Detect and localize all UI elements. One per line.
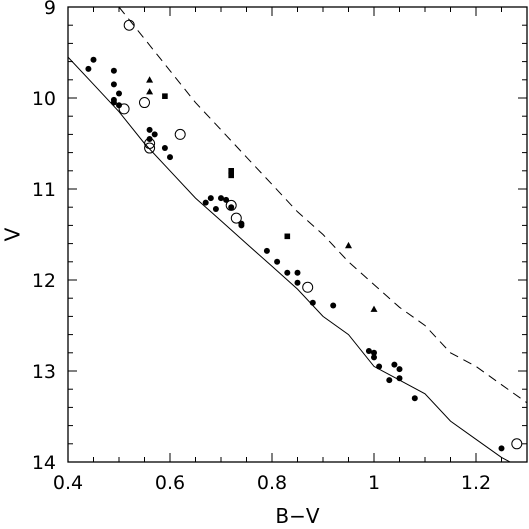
x-tick-label: 1.2 [461, 472, 491, 494]
filled-circle-point [238, 222, 245, 229]
open-circle-point [230, 212, 242, 224]
tick-labels: 0.4 0.6 0.8 1 1.2 9 10 11 12 13 14 [32, 0, 491, 494]
filled-circle-point [365, 347, 372, 354]
filled-circle-point [202, 199, 209, 206]
dashed-sequence-line [118, 7, 527, 404]
filled-circle-point [396, 375, 403, 382]
filled-circle-point [294, 269, 301, 276]
filled-circle-point [228, 204, 235, 211]
filled-circle-point [90, 56, 97, 63]
filled-circle-point [263, 247, 270, 254]
filled-square-point [228, 172, 234, 179]
filled-circle-point [116, 90, 122, 97]
y-tick-label: 13 [32, 361, 56, 383]
open-circle-point [225, 199, 237, 211]
open-circle-point [139, 97, 150, 109]
filled-circle-point [376, 363, 383, 370]
data-points [85, 19, 523, 452]
y-tick-label: 11 [32, 179, 56, 201]
open-circle-point [123, 19, 135, 31]
x-tick-label: 0.8 [257, 472, 287, 494]
filled-circle-point [110, 67, 117, 74]
filled-triangle-point [370, 305, 378, 312]
filled-circle-point [371, 349, 377, 356]
filled-circle-point [167, 154, 173, 161]
filled-circle-point [391, 361, 398, 368]
filled-circle-point [151, 131, 158, 138]
filled-circle-point [116, 102, 122, 109]
plot-frame [67, 6, 528, 463]
filled-square-point [162, 93, 168, 99]
y-tick-label: 12 [32, 270, 56, 292]
filled-circle-point [161, 145, 168, 152]
filled-circle-point [110, 81, 117, 88]
axis-ticks [67, 6, 528, 463]
filled-triangle-point [146, 76, 154, 83]
x-tick-label: 0.4 [53, 472, 83, 494]
filled-square-point [228, 168, 234, 174]
filled-circle-point [330, 302, 337, 309]
filled-circle-point [146, 126, 153, 133]
filled-circle-point [207, 195, 214, 202]
open-circle-point [174, 128, 186, 140]
open-circle-point [144, 138, 156, 149]
filled-circle-point [498, 445, 505, 452]
filled-circle-point [85, 65, 92, 72]
filled-circle-point [411, 395, 418, 402]
x-tick-label: 1 [368, 472, 380, 494]
x-tick-label: 0.6 [155, 472, 185, 494]
open-circle-point [511, 438, 523, 450]
open-circle-point [302, 281, 314, 293]
y-tick-label: 10 [32, 88, 56, 110]
filled-circle-point [386, 377, 393, 384]
filled-circle-point [274, 258, 281, 265]
filled-circle-point [309, 299, 316, 306]
y-tick-label: 14 [32, 452, 56, 474]
solid-sequence-line [68, 56, 512, 462]
open-circle-point [118, 103, 130, 115]
filled-triangle-point [345, 241, 352, 249]
y-axis-title: V [1, 227, 25, 241]
filled-circle-point [218, 195, 224, 202]
open-circle-point [144, 142, 156, 154]
filled-circle-point [212, 206, 219, 213]
filled-circle-point [294, 279, 301, 286]
x-axis-title: B−V [275, 504, 319, 528]
filled-triangle-point [146, 88, 154, 95]
y-tick-label: 9 [44, 0, 56, 19]
model-lines [68, 7, 527, 462]
filled-square-point [284, 233, 291, 240]
filled-circle-point [284, 269, 291, 276]
filled-circle-point [371, 354, 377, 361]
filled-circle-point [110, 99, 117, 106]
filled-circle-point [396, 366, 403, 373]
